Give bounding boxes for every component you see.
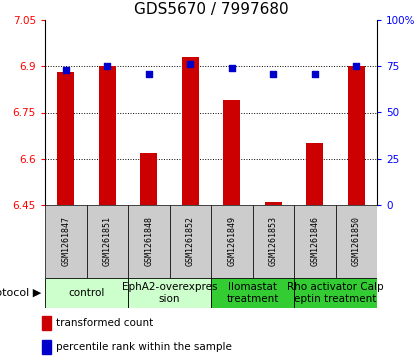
Text: GSM1261848: GSM1261848	[144, 216, 153, 266]
Point	[311, 71, 318, 77]
Point	[187, 61, 193, 67]
Text: GSM1261847: GSM1261847	[61, 216, 70, 266]
Text: GSM1261852: GSM1261852	[186, 216, 195, 266]
Bar	[211, 278, 294, 308]
Bar	[45, 278, 128, 308]
Point	[353, 64, 359, 69]
Bar	[86, 205, 128, 278]
Bar	[265, 202, 281, 205]
Text: GSM1261853: GSM1261853	[269, 216, 278, 266]
Bar	[140, 152, 157, 205]
Text: percentile rank within the sample: percentile rank within the sample	[56, 342, 232, 352]
Bar	[306, 143, 323, 205]
Title: GDS5670 / 7997680: GDS5670 / 7997680	[134, 3, 288, 17]
Bar	[211, 205, 252, 278]
Point	[228, 65, 235, 71]
Bar	[294, 278, 377, 308]
Point	[62, 67, 69, 73]
Text: transformed count: transformed count	[56, 318, 153, 328]
Bar	[99, 66, 115, 205]
Bar	[57, 72, 74, 205]
Text: GSM1261850: GSM1261850	[352, 216, 361, 266]
Bar	[294, 205, 335, 278]
Point	[270, 71, 276, 77]
Text: Rho activator Calp
eptin treatment: Rho activator Calp eptin treatment	[287, 282, 384, 304]
Text: GSM1261851: GSM1261851	[103, 216, 112, 266]
Text: protocol ▶: protocol ▶	[0, 288, 41, 298]
Bar	[128, 205, 169, 278]
Text: GSM1261849: GSM1261849	[227, 216, 236, 266]
Bar	[42, 316, 51, 330]
Text: GSM1261846: GSM1261846	[310, 216, 319, 266]
Point	[145, 71, 152, 77]
Text: EphA2-overexpres
sion: EphA2-overexpres sion	[122, 282, 217, 304]
Bar	[128, 278, 211, 308]
Bar	[45, 205, 86, 278]
Bar	[223, 100, 240, 205]
Bar	[42, 340, 51, 354]
Text: Ilomastat
treatment: Ilomastat treatment	[226, 282, 279, 304]
Bar	[182, 57, 198, 205]
Bar	[252, 205, 294, 278]
Bar	[348, 66, 364, 205]
Point	[104, 64, 110, 69]
Text: control: control	[68, 288, 105, 298]
Bar	[335, 205, 377, 278]
Bar	[169, 205, 211, 278]
